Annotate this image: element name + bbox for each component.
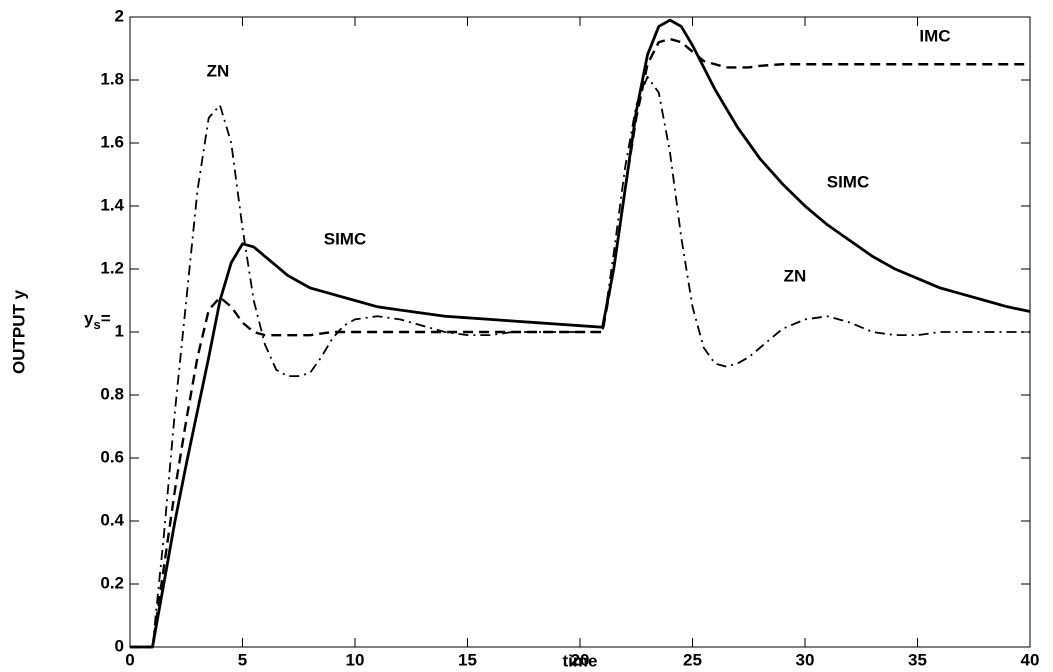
x-tick-label: 25: [683, 650, 702, 669]
x-tick-label: 15: [458, 650, 477, 669]
y-tick-label: 0.6: [100, 447, 124, 466]
y-tick-label: 1.4: [100, 195, 124, 214]
setpoint-label: ys=: [84, 309, 111, 332]
series-label: ZN: [784, 266, 807, 285]
x-tick-label: 0: [125, 650, 134, 669]
x-tick-label: 30: [796, 650, 815, 669]
x-tick-label: 5: [238, 650, 247, 669]
y-tick-label: 0: [115, 636, 124, 655]
y-tick-label: 1.2: [100, 258, 124, 277]
x-tick-label: 35: [908, 650, 927, 669]
y-tick-label: 0.8: [100, 384, 124, 403]
y-tick-label: 1.8: [100, 69, 124, 88]
series-line: [130, 18, 1031, 649]
series-label: ZN: [207, 61, 230, 80]
y-tick-label: 2: [115, 6, 124, 25]
setpoint-main: y: [84, 309, 94, 328]
y-tick-label: 1: [115, 321, 124, 340]
series-label: IMC: [919, 26, 950, 45]
series-line: [130, 75, 1030, 648]
x-tick-label: 40: [1021, 650, 1040, 669]
y-tick-label: 0.4: [100, 510, 124, 529]
y-tick-label: 0.2: [100, 573, 124, 592]
y-tick-label: 1.6: [100, 132, 124, 151]
x-tick-label: 20: [571, 650, 590, 669]
series-label: SIMC: [324, 229, 367, 248]
x-axis-label: time: [563, 651, 598, 670]
y-axis-label: OUTPUT y: [9, 289, 28, 374]
setpoint-sub: s: [93, 317, 100, 332]
setpoint-tail: =: [101, 309, 111, 328]
series-label: SIMC: [827, 172, 870, 191]
x-tick-label: 10: [346, 650, 365, 669]
